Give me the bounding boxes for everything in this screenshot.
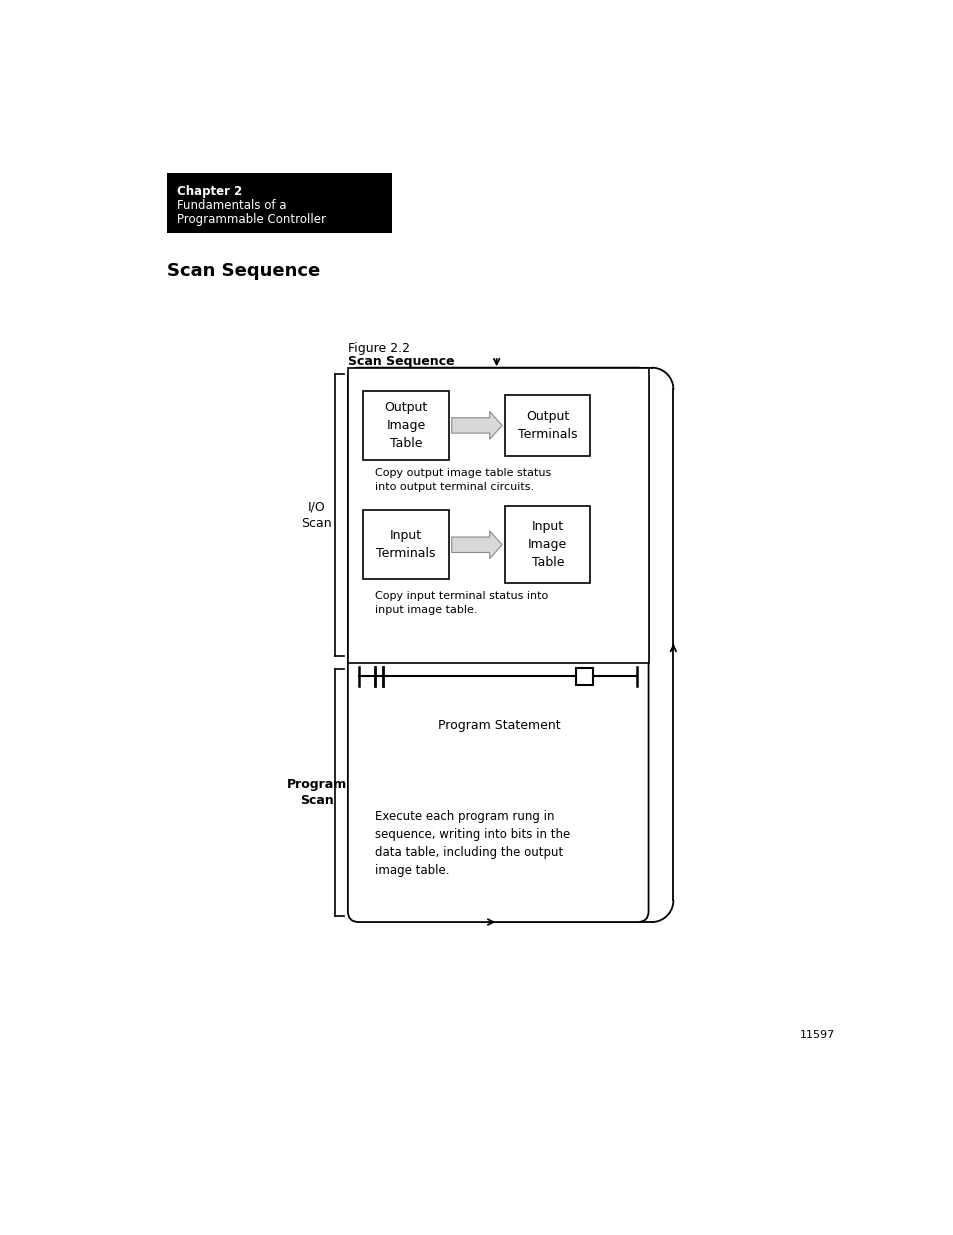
Text: I/O
Scan: I/O Scan: [301, 500, 332, 530]
Text: Copy output image table status
into output terminal circuits.: Copy output image table status into outp…: [375, 468, 551, 492]
Text: Output
Image
Table: Output Image Table: [384, 401, 427, 450]
Bar: [363, 510, 448, 579]
Bar: [505, 506, 590, 583]
Text: Programmable Controller: Programmable Controller: [176, 212, 325, 226]
Text: Copy input terminal status into
input image table.: Copy input terminal status into input im…: [375, 592, 548, 615]
Text: Fundamentals of a: Fundamentals of a: [176, 199, 286, 212]
Bar: [505, 395, 590, 456]
Text: Input
Terminals: Input Terminals: [375, 530, 436, 561]
Text: Program Statement: Program Statement: [437, 719, 559, 732]
Text: Output
Terminals: Output Terminals: [517, 410, 577, 441]
Text: Input
Image
Table: Input Image Table: [528, 520, 567, 569]
Text: Figure 2.2: Figure 2.2: [348, 342, 410, 356]
Text: 11597: 11597: [799, 1030, 834, 1040]
FancyBboxPatch shape: [348, 368, 648, 923]
Bar: [363, 390, 448, 461]
Text: Execute each program rung in
sequence, writing into bits in the
data table, incl: Execute each program rung in sequence, w…: [375, 810, 570, 877]
Bar: [348, 368, 648, 662]
Bar: [575, 668, 592, 685]
Text: Chapter 2: Chapter 2: [176, 185, 242, 198]
Text: Scan Sequence: Scan Sequence: [348, 354, 454, 368]
Polygon shape: [452, 531, 501, 558]
Polygon shape: [452, 411, 501, 440]
Bar: [167, 173, 392, 233]
Text: Scan Sequence: Scan Sequence: [167, 262, 320, 280]
Text: Program
Scan: Program Scan: [287, 778, 347, 806]
